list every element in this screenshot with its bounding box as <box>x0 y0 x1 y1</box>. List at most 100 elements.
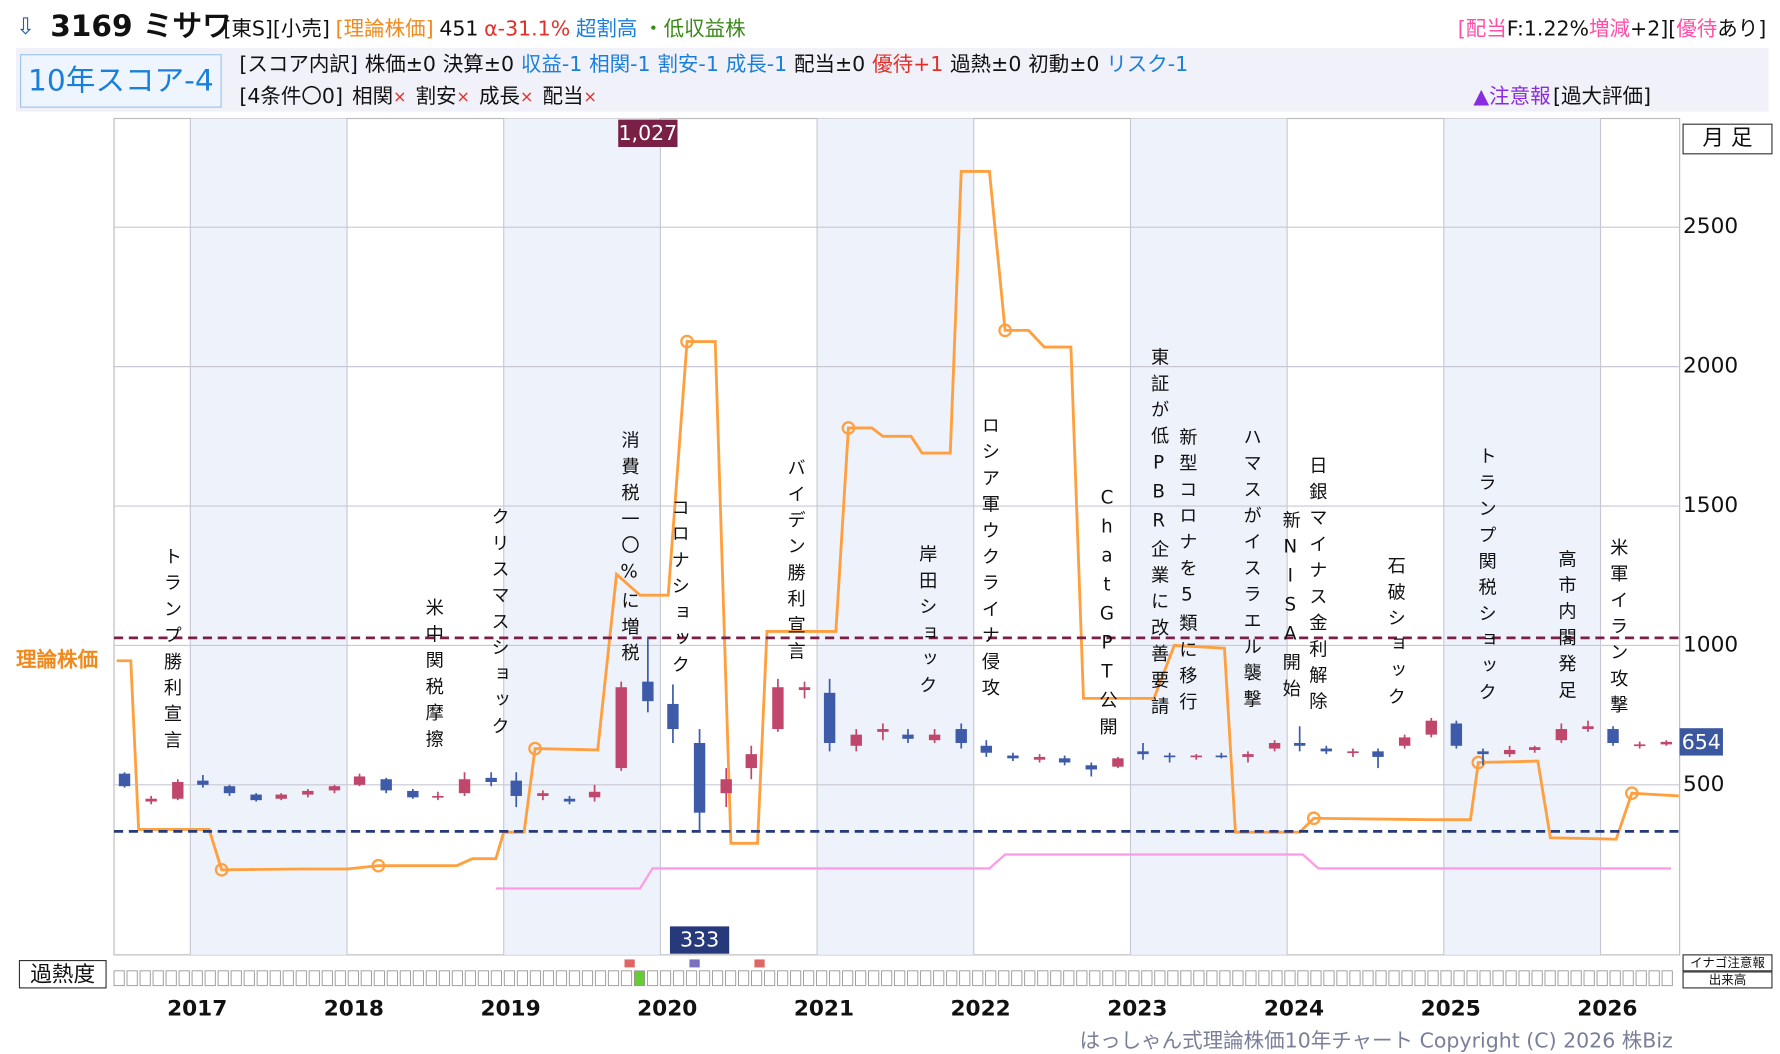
overheat-cell <box>1648 970 1660 987</box>
overheat-cell <box>1453 970 1465 987</box>
overheat-cell <box>490 970 502 987</box>
score-box <box>20 54 222 108</box>
header-band <box>16 47 1769 112</box>
x-tick-label: 2018 <box>324 997 384 1022</box>
text-part: 初動±0 <box>1028 52 1099 76</box>
overheat-cell <box>1089 970 1101 987</box>
overheat-cell <box>1167 970 1179 987</box>
inago-signal <box>689 959 700 968</box>
condition-mark: × <box>457 86 470 105</box>
icon: ⇩ <box>16 14 35 40</box>
year-band <box>190 118 348 955</box>
footer: はっしゃん式理論株価10年チャート Copyright (C) 2026 株Bi… <box>1080 1028 1673 1052</box>
overheat-cell <box>1271 970 1283 987</box>
overheat-cell <box>1232 970 1244 987</box>
overheat-cell <box>113 970 125 987</box>
candle-body <box>850 734 862 746</box>
overheat-cell <box>217 970 229 987</box>
text-part: [理論株価] <box>336 17 434 41</box>
overheat-cell <box>711 970 724 987</box>
overheat-cell <box>1440 970 1452 987</box>
candle-body <box>928 734 941 741</box>
overheat-cell <box>829 970 841 987</box>
text-part: 相関-1 <box>589 52 650 76</box>
year-band <box>1443 118 1601 955</box>
overheat-cell <box>751 970 763 987</box>
overheat-cell <box>881 970 893 987</box>
event-annotation: 岸田ショック <box>916 545 937 702</box>
reference-label-box <box>618 119 678 147</box>
candle-body <box>1112 758 1124 767</box>
overheat-cell <box>816 970 828 987</box>
overheat-cell <box>790 970 802 987</box>
overheat-cell <box>1323 970 1335 987</box>
theory-marker <box>214 862 229 877</box>
candle-body <box>197 780 209 785</box>
overheat-cell <box>1479 970 1491 987</box>
overheat-cell <box>347 970 359 987</box>
overheat-cell <box>243 970 255 987</box>
year-band <box>1130 118 1288 955</box>
text-part: 割安-1 <box>657 52 718 76</box>
condition-item: 割安 <box>416 84 457 108</box>
overheat-cell <box>1180 970 1192 987</box>
overheat-cell <box>1375 970 1387 987</box>
overheat-cell <box>438 970 450 987</box>
candle-body <box>877 729 889 732</box>
candle-body <box>615 687 627 769</box>
warning: ▲注意報 [過大評価] <box>1473 84 1651 108</box>
y-tick-label: 1500 <box>1683 493 1738 518</box>
theory-marker <box>371 858 386 873</box>
condition-mark: × <box>393 86 406 105</box>
candle-body <box>458 779 471 794</box>
overheat-cell <box>1076 970 1088 987</box>
candle-body <box>1320 748 1333 752</box>
overheat-cell <box>269 970 281 987</box>
overheat-cell <box>1622 970 1634 987</box>
event-annotation: 米中関税摩擦 <box>423 598 444 755</box>
candle-body <box>1555 729 1568 741</box>
text-part: F:1.22% <box>1507 17 1589 41</box>
theory-marker <box>841 421 856 435</box>
overheat-cell <box>764 970 776 987</box>
event-annotation: トランプ関税ショック <box>1476 447 1497 709</box>
overheat-cell <box>672 970 685 987</box>
overheat-cell <box>868 970 880 987</box>
candle-body <box>172 782 184 799</box>
candle-body <box>563 798 576 802</box>
overheat-cell <box>204 970 216 987</box>
text-part: [東S][小売] <box>223 17 330 41</box>
candle-body <box>1268 742 1281 749</box>
event-annotation: ハマスがイスラエル襲撃 <box>1241 427 1262 715</box>
candle-body <box>1347 751 1359 754</box>
candle-body <box>1503 749 1516 755</box>
text-part: 過熱±0 <box>950 52 1021 76</box>
overheat-cell <box>1505 970 1517 987</box>
overheat-cell <box>516 970 529 987</box>
candle-body <box>1085 765 1097 770</box>
year-band <box>503 118 661 955</box>
candle-body <box>250 794 262 801</box>
overheat-cell <box>1336 970 1348 987</box>
overheat-cell <box>321 970 333 987</box>
candle-body <box>588 791 601 798</box>
inago-signal <box>754 959 765 968</box>
reference-label: 333 <box>680 928 719 952</box>
volume-label: 出来高 <box>1709 972 1747 987</box>
overheat-cell <box>594 970 607 987</box>
x-tick-label: 2017 <box>167 997 227 1022</box>
candle-body <box>1058 758 1071 763</box>
candle-body <box>720 779 732 794</box>
overheat-cell <box>998 970 1010 987</box>
y-tick-label: 2500 <box>1683 214 1738 239</box>
text-part: 成長-1 <box>726 52 787 76</box>
x-tick-label: 2023 <box>1107 997 1167 1022</box>
overheat-cell <box>1154 970 1166 987</box>
candle-body <box>485 777 497 783</box>
overheat-cell <box>165 970 177 987</box>
text-part: [配当 <box>1458 17 1507 41</box>
overheat-cell <box>1661 970 1673 987</box>
event-annotation: ChatGPT公開 <box>1096 488 1117 743</box>
